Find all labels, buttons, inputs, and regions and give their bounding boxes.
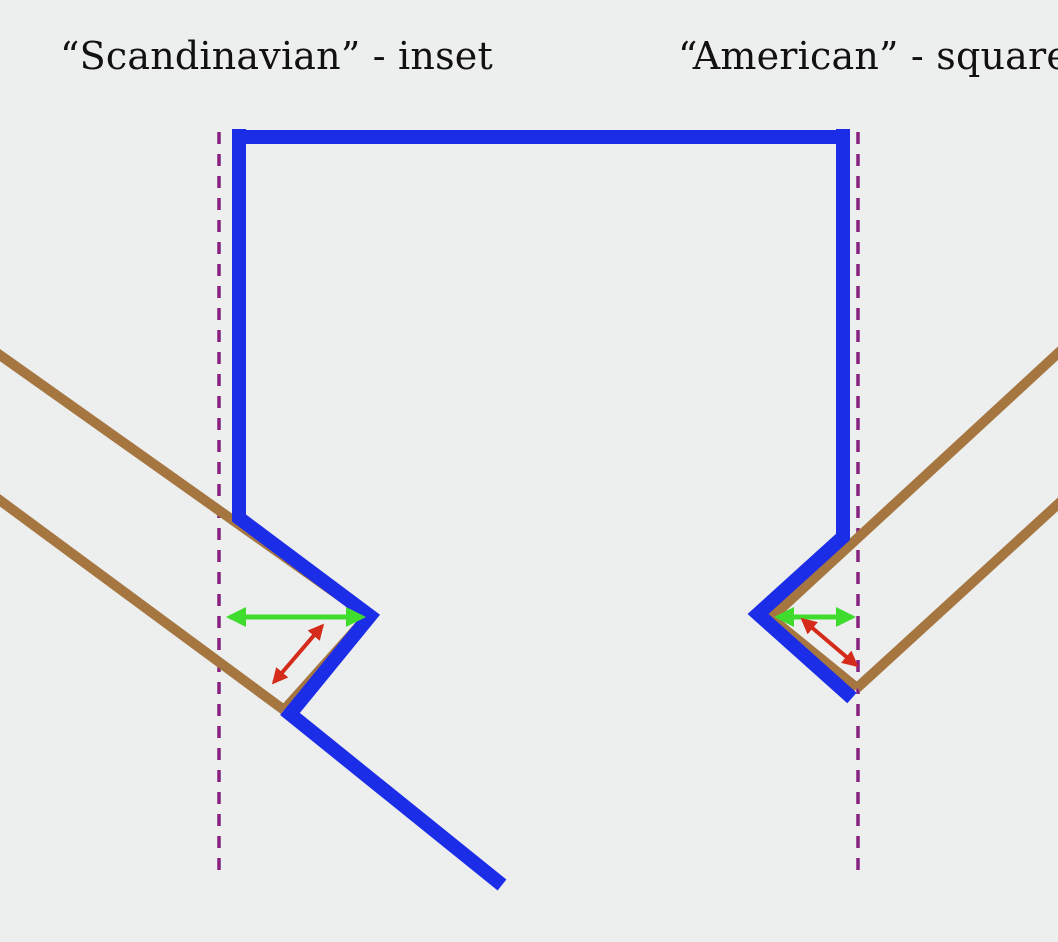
diagonal-arrow-right bbox=[800, 617, 859, 668]
label-american-square: “American” - square bbox=[678, 34, 1058, 78]
rafter-left bbox=[0, 348, 372, 715]
wall-outline-left bbox=[232, 129, 507, 891]
label-scandinavian-inset: “Scandinavian” - inset bbox=[60, 34, 493, 78]
diagonal-arrow-left bbox=[271, 623, 325, 685]
rafter-right bbox=[767, 346, 1058, 692]
